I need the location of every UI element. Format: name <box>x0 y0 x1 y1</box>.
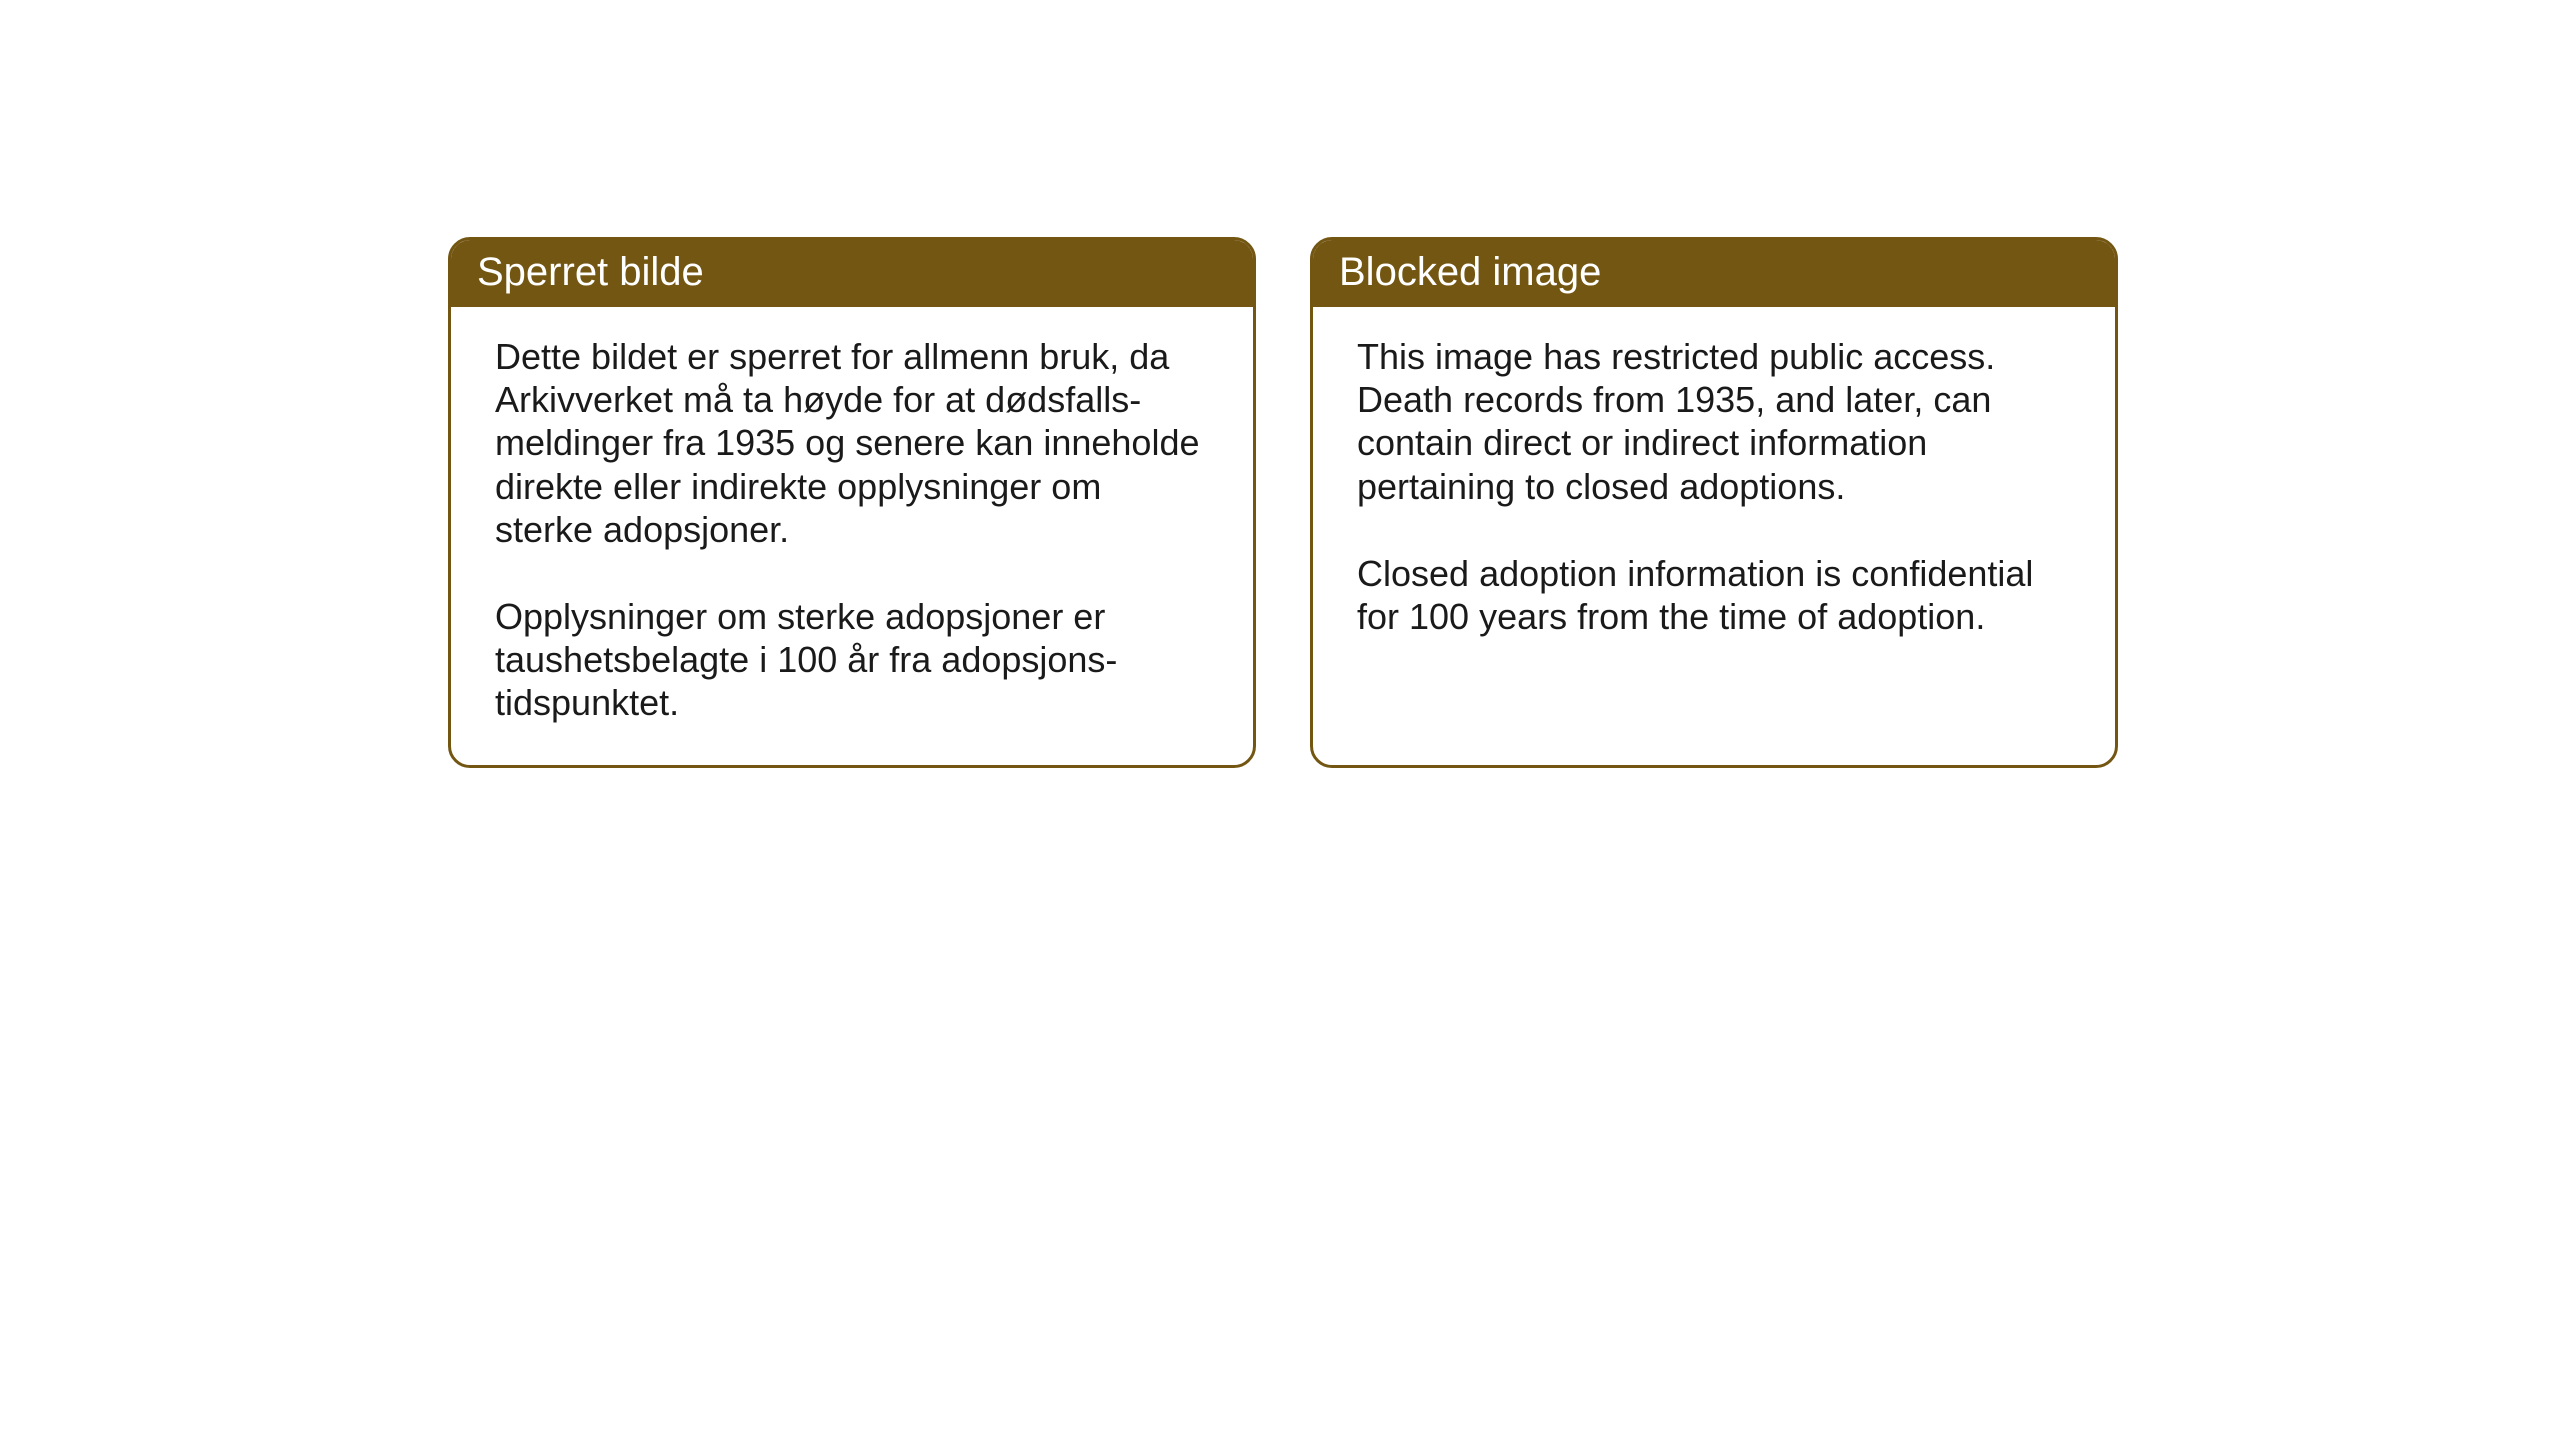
english-notice-title: Blocked image <box>1313 240 2115 307</box>
norwegian-notice-paragraph-2: Opplysninger om sterke adopsjoner er tau… <box>495 595 1209 725</box>
norwegian-notice-body: Dette bildet er sperret for allmenn bruk… <box>451 307 1253 765</box>
english-notice-body: This image has restricted public access.… <box>1313 307 2115 748</box>
norwegian-notice-panel: Sperret bilde Dette bildet er sperret fo… <box>448 237 1256 768</box>
english-notice-paragraph-2: Closed adoption information is confident… <box>1357 552 2071 638</box>
norwegian-notice-paragraph-1: Dette bildet er sperret for allmenn bruk… <box>495 335 1209 551</box>
notice-container: Sperret bilde Dette bildet er sperret fo… <box>448 237 2118 768</box>
english-notice-paragraph-1: This image has restricted public access.… <box>1357 335 2071 508</box>
norwegian-notice-title: Sperret bilde <box>451 240 1253 307</box>
english-notice-panel: Blocked image This image has restricted … <box>1310 237 2118 768</box>
